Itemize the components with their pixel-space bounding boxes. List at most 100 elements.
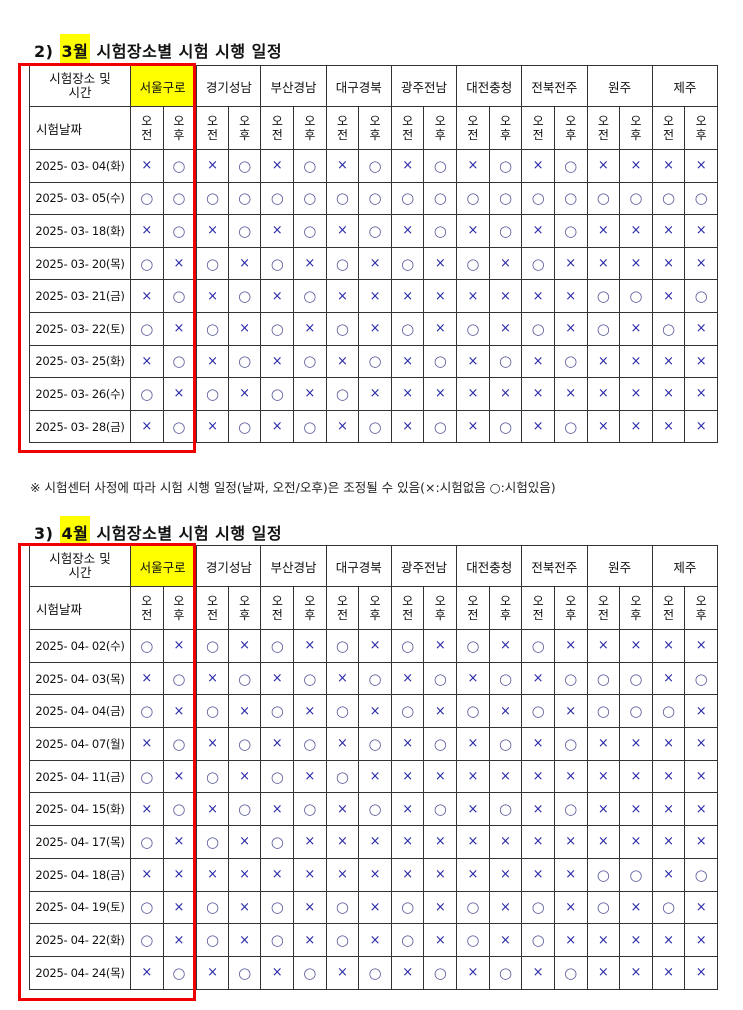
exam-mark: ○ — [358, 344, 392, 379]
exam-mark: ○ — [325, 890, 360, 925]
exam-mark: ○ — [651, 311, 686, 346]
no-exam-mark: × — [651, 214, 686, 248]
exam-mark: ○ — [227, 409, 262, 444]
exam-mark: ○ — [325, 181, 360, 216]
no-exam-mark: × — [553, 694, 588, 729]
no-exam-mark: × — [684, 149, 718, 183]
no-exam-mark: × — [521, 857, 555, 892]
exam-mark: ○ — [130, 825, 164, 859]
no-exam-mark: × — [619, 344, 653, 379]
exam-mark: ○ — [553, 344, 588, 379]
exam-mark: ○ — [456, 890, 490, 925]
no-exam-mark: × — [227, 923, 262, 957]
exam-mark: ○ — [423, 409, 458, 444]
exam-mark: ○ — [456, 694, 490, 729]
exam-mark: ○ — [423, 955, 458, 990]
no-exam-mark: × — [260, 344, 295, 379]
exam-mark: ○ — [325, 759, 360, 794]
no-exam-mark: × — [195, 857, 229, 892]
am-header: 오 전 — [456, 586, 490, 630]
no-exam-mark: × — [586, 149, 621, 183]
exam-mark: ○ — [325, 923, 360, 957]
region-header: 대구경북 — [325, 65, 392, 107]
exam-mark: ○ — [358, 181, 392, 216]
no-exam-mark: × — [619, 409, 653, 444]
pm-header: 오 후 — [553, 586, 588, 630]
no-exam-mark: × — [227, 311, 262, 346]
region-header: 부산경남 — [260, 545, 327, 587]
no-exam-mark: × — [390, 214, 425, 248]
exam-date: 2025- 03- 22(토) — [29, 311, 131, 346]
no-exam-mark: × — [293, 759, 327, 794]
no-exam-mark: × — [456, 857, 490, 892]
no-exam-mark: × — [488, 825, 523, 859]
no-exam-mark: × — [651, 759, 686, 794]
exam-mark: ○ — [130, 246, 164, 281]
no-exam-mark: × — [162, 890, 198, 925]
no-exam-mark: × — [651, 857, 686, 892]
pm-header: 오 후 — [227, 586, 262, 630]
no-exam-mark: × — [456, 409, 490, 444]
no-exam-mark: × — [423, 890, 458, 925]
no-exam-mark: × — [293, 246, 327, 281]
am-header: 오 전 — [325, 586, 360, 630]
no-exam-mark: × — [390, 727, 425, 761]
no-exam-mark: × — [684, 923, 718, 957]
no-exam-mark: × — [456, 149, 490, 183]
no-exam-mark: × — [651, 923, 686, 957]
no-exam-mark: × — [586, 825, 621, 859]
am-header: 오 전 — [195, 586, 229, 630]
no-exam-mark: × — [684, 377, 718, 411]
exam-date: 2025- 04- 19(토) — [29, 890, 131, 925]
exam-mark: ○ — [423, 181, 458, 216]
title-number: 2) — [34, 42, 54, 61]
no-exam-mark: × — [586, 759, 621, 794]
pm-header: 오 후 — [488, 586, 523, 630]
exam-mark: ○ — [293, 792, 327, 827]
no-exam-mark: × — [619, 311, 653, 346]
exam-mark: ○ — [260, 181, 295, 216]
exam-mark: ○ — [390, 694, 425, 729]
no-exam-mark: × — [423, 694, 458, 729]
no-exam-mark: × — [651, 149, 686, 183]
no-exam-mark: × — [553, 311, 588, 346]
exam-mark: ○ — [325, 694, 360, 729]
exam-mark: ○ — [358, 792, 392, 827]
pm-header: 오 후 — [619, 106, 653, 150]
no-exam-mark: × — [586, 344, 621, 379]
no-exam-mark: × — [325, 279, 360, 313]
no-exam-mark: × — [651, 246, 686, 281]
region-header: 서울구로 — [129, 545, 198, 587]
exam-mark: ○ — [195, 923, 229, 957]
title-text: 시험장소별 시험 시행 일정 — [96, 42, 283, 61]
no-exam-mark: × — [325, 727, 360, 761]
no-exam-mark: × — [684, 214, 718, 248]
no-exam-mark: × — [358, 759, 392, 794]
table-row: 2025- 03- 18(화) × ○ × ○ × ○ × ○ × ○ × ○ × ○ × × × × — [29, 214, 718, 248]
region-header: 전북전주 — [521, 65, 588, 107]
exam-mark: ○ — [390, 923, 425, 957]
no-exam-mark: × — [586, 923, 621, 957]
no-exam-mark: × — [521, 727, 555, 761]
exam-date: 2025- 03- 28(금) — [29, 409, 131, 444]
no-exam-mark: × — [390, 825, 425, 859]
region-header: 경기성남 — [195, 65, 262, 107]
exam-mark: ○ — [293, 727, 327, 761]
exam-mark: ○ — [358, 214, 392, 248]
exam-mark: ○ — [586, 694, 621, 729]
exam-mark: ○ — [195, 694, 229, 729]
am-header: 오 전 — [260, 106, 295, 150]
exam-mark: ○ — [619, 694, 653, 729]
table-row: 2025- 03- 20(목) ○ × ○ × ○ × ○ × ○ × ○ × ○ × × × × × — [29, 246, 718, 281]
region-header: 대전충청 — [456, 65, 523, 107]
no-exam-mark: × — [651, 629, 686, 663]
no-exam-mark: × — [521, 661, 555, 696]
no-exam-mark: × — [619, 923, 653, 957]
april-schedule-table: 시험장소 및 시간 서울구로 경기성남 부산경남 대구경북 광주전남 대전충청 전북전주 원주 제… — [29, 545, 719, 990]
pm-header: 오 후 — [423, 586, 458, 630]
exam-mark: ○ — [195, 629, 229, 663]
no-exam-mark: × — [521, 792, 555, 827]
no-exam-mark: × — [553, 923, 588, 957]
april-section-title: 3) 4월 시험장소별 시험 시행 일정 — [34, 516, 282, 545]
exam-mark: ○ — [293, 661, 327, 696]
